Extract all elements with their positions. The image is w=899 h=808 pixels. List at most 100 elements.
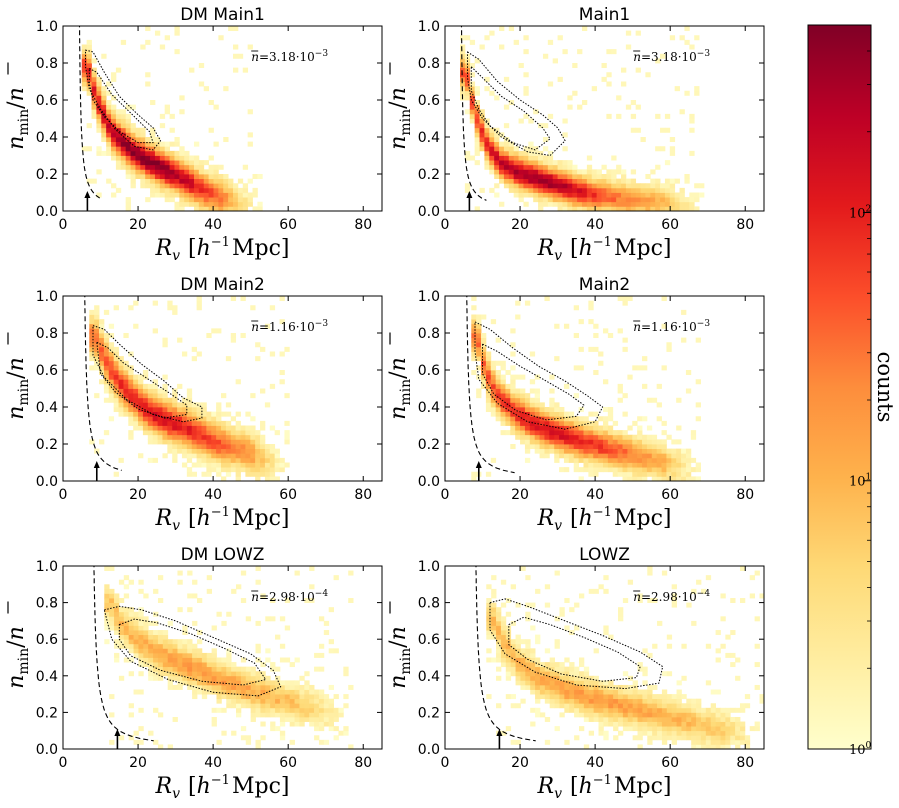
heatmap-cell [101,137,107,143]
heatmap-cell [172,684,178,690]
heatmap-cell [269,448,276,454]
heatmap-cell [479,141,485,147]
heatmap-cell [120,160,127,166]
heatmap-cell [177,662,183,668]
heatmap-cell [510,402,516,408]
heatmap-cell [101,53,107,59]
heatmap-cell [106,178,112,184]
heatmap-cell [618,698,624,704]
heatmap-cell [627,707,634,713]
heatmap-cell [535,671,541,677]
heatmap-cell [515,420,521,426]
heatmap-cell [115,187,122,193]
heatmap-cell [689,197,695,203]
heatmap-cell [559,675,565,681]
heatmap-cell [96,169,102,175]
heatmap-cell [108,323,115,329]
heatmap-cell [157,393,163,399]
heatmap-cell [632,420,638,426]
heatmap-cell [274,430,280,436]
heatmap-cell [152,430,158,436]
heatmap-cell [652,698,658,704]
heatmap-cell [505,393,511,399]
heatmap-cell [646,439,653,445]
heatmap-cell [289,703,295,709]
heatmap-cell [490,393,497,399]
heatmap-cell [691,712,697,718]
heatmap-cell [208,164,214,170]
heatmap-cell [103,351,110,357]
heatmap-cell [230,333,237,339]
heatmap-cell [725,716,731,722]
heatmap-cell [250,471,256,477]
heatmap-cell [260,420,266,426]
heatmap-cell [309,707,315,713]
heatmap-cell [304,707,310,713]
heatmap-cell [669,197,676,203]
heatmap-cell [539,694,546,700]
heatmap-cell [196,402,202,408]
heatmap-cell [542,174,549,180]
heatmap-cell [169,192,175,198]
heatmap-cell [135,160,141,166]
heatmap-cell [510,666,516,672]
heatmap-cell [289,739,295,745]
heatmap-cell [245,703,252,709]
heatmap-cell [148,648,154,654]
heatmap-cell [538,174,544,180]
heatmap-cell [196,657,203,663]
heatmap-cell [700,588,707,594]
heatmap-cell [661,476,667,481]
heatmap-cell [96,146,102,152]
heatmap-cell [118,630,125,636]
heatmap-cell [676,730,682,736]
heatmap-cell [284,703,291,709]
heatmap-cell [563,457,570,463]
heatmap-cell [250,467,256,473]
heatmap-cell [725,739,731,745]
heatmap-cell [593,434,599,440]
heatmap-cell [250,444,256,450]
heatmap-cell [730,735,736,741]
heatmap-cell [554,671,560,677]
heatmap-cell [196,444,202,450]
heatmap-cell [150,137,156,143]
y-tick-label: 0.8 [36,56,58,72]
heatmap-cell [581,201,588,207]
heatmap-cell [99,333,105,339]
heatmap-cell [520,411,526,417]
heatmap-cell [242,192,249,198]
heatmap-cell [181,351,188,357]
heatmap-cell [539,416,545,422]
heatmap-cell [216,407,222,413]
heatmap-cell [123,611,130,617]
heatmap-cell [484,35,490,41]
heatmap-cell [206,333,212,339]
heatmap-cell [739,707,746,713]
heatmap-cell [523,201,529,207]
heatmap-cell [496,625,502,631]
heatmap-cell [515,300,521,306]
heatmap-cell [577,187,583,193]
heatmap-cell [524,439,531,445]
heatmap-cell [544,296,550,302]
heatmap-cell [681,735,687,741]
heatmap-cell [257,206,263,211]
heatmap-cell [574,712,580,718]
heatmap-cell [225,434,232,440]
heatmap-cell [304,703,310,709]
heatmap-cell [109,593,115,599]
heatmap-cell [598,467,604,473]
heatmap-cell [474,123,480,129]
heatmap-cell [145,178,151,184]
heatmap-cell [523,49,529,55]
heatmap-cell [154,146,161,152]
heatmap-cell [694,206,700,211]
heatmap-cell [603,588,609,594]
heatmap-cell [148,662,154,668]
heatmap-cell [578,703,585,709]
heatmap-cell [625,187,632,193]
heatmap-cell [128,370,134,376]
heatmap-cell [211,430,217,436]
heatmap-cell [530,689,536,695]
